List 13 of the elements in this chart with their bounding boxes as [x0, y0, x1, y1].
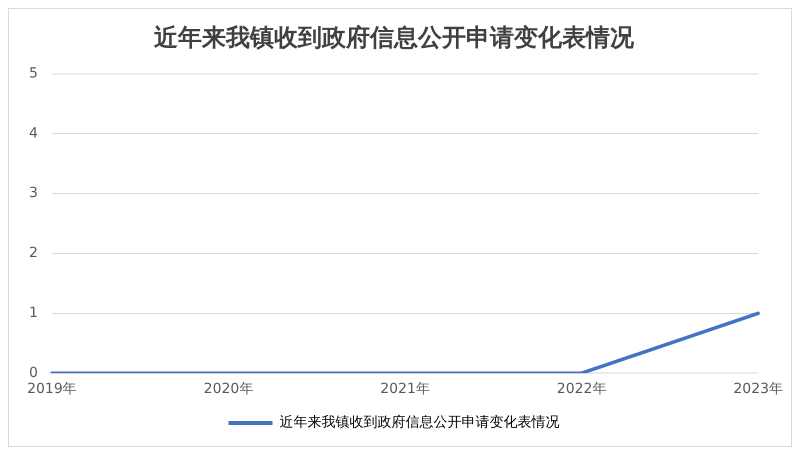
x-tick-label: 2023年: [733, 381, 784, 398]
x-tick-label: 2019年: [27, 381, 77, 398]
x-tick-label: 2022年: [556, 381, 606, 398]
y-tick-label: 2: [28, 245, 38, 262]
y-tick-label: 3: [28, 185, 38, 202]
y-tick-label: 1: [28, 304, 38, 321]
legend-label: 近年来我镇收到政府信息公开申请变化表情况: [280, 414, 560, 431]
chart-title: 近年来我镇收到政府信息公开申请变化表情况: [154, 22, 635, 52]
y-tick-label: 4: [28, 125, 38, 142]
y-tick-label: 0: [28, 364, 38, 381]
x-tick-label: 2020年: [204, 381, 254, 398]
y-tick-label: 5: [28, 65, 38, 82]
x-tick-label: 2021年: [380, 381, 430, 398]
